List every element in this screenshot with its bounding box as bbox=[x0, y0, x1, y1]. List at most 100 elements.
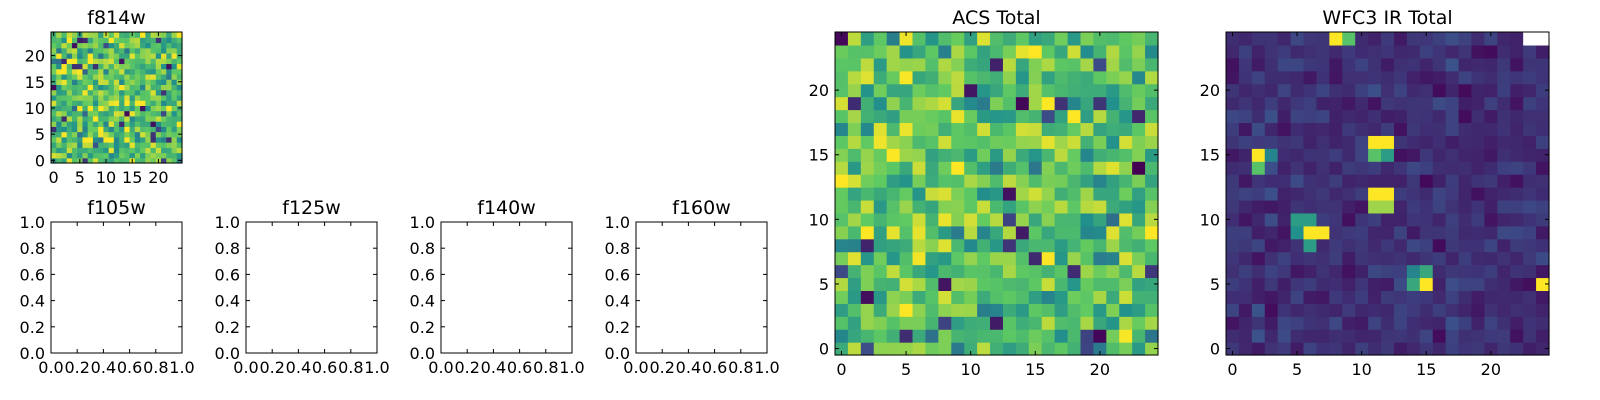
x-tick-label: 0.6 bbox=[507, 358, 532, 377]
heatmap-cell bbox=[1067, 57, 1082, 72]
heatmap-cell bbox=[92, 63, 99, 70]
heatmap-cell bbox=[1497, 199, 1511, 214]
heatmap-cell bbox=[1028, 44, 1043, 59]
heatmap-cell bbox=[1093, 174, 1107, 188]
heatmap-cell bbox=[1145, 264, 1159, 279]
heatmap-cell bbox=[87, 105, 94, 112]
heatmap-cell bbox=[1132, 109, 1146, 124]
heatmap-cell bbox=[171, 152, 178, 159]
heatmap-cell bbox=[873, 187, 888, 201]
heatmap-cell bbox=[1342, 303, 1356, 317]
heatmap-cell bbox=[166, 131, 173, 138]
heatmap-cell bbox=[1054, 277, 1069, 291]
heatmap-cell bbox=[1471, 290, 1485, 304]
heatmap-cell bbox=[176, 73, 183, 80]
heatmap-cell bbox=[98, 42, 104, 49]
y-tick-label: 15 bbox=[1200, 146, 1220, 165]
heatmap-cell bbox=[1264, 290, 1279, 304]
heatmap-cell bbox=[1067, 303, 1082, 317]
heatmap-cell bbox=[847, 199, 862, 214]
heatmap-cell bbox=[1054, 316, 1069, 330]
heatmap-cell bbox=[124, 68, 131, 75]
heatmap-cell bbox=[1015, 109, 1030, 124]
heatmap-cell bbox=[1080, 161, 1094, 175]
heatmap-cell bbox=[977, 329, 991, 343]
heatmap-cell bbox=[1342, 225, 1356, 240]
heatmap-cell bbox=[1067, 96, 1082, 111]
heatmap-cell bbox=[140, 115, 146, 122]
heatmap-cell bbox=[129, 58, 136, 65]
heatmap-cell bbox=[1510, 174, 1524, 188]
heatmap-cell bbox=[1303, 290, 1318, 304]
heatmap-cell bbox=[1290, 122, 1305, 136]
heatmap-cell bbox=[77, 147, 84, 154]
x-tick-label: 0.4 bbox=[676, 358, 701, 377]
heatmap-cell bbox=[899, 212, 914, 227]
heatmap-cell bbox=[886, 135, 901, 149]
heatmap-cell bbox=[1277, 109, 1292, 124]
heatmap-cell bbox=[1342, 187, 1356, 201]
heatmap-cell bbox=[964, 96, 978, 111]
heatmap-cell bbox=[938, 187, 952, 201]
heatmap-cell bbox=[964, 316, 978, 330]
heatmap-cell bbox=[1132, 316, 1146, 330]
heatmap-cell bbox=[1264, 212, 1279, 227]
heatmap-cell bbox=[873, 44, 888, 59]
heatmap-cell bbox=[124, 100, 131, 106]
heatmap-cell bbox=[119, 63, 125, 70]
heatmap-cell bbox=[977, 290, 991, 304]
heatmap-cell bbox=[1419, 225, 1434, 240]
heatmap-cell bbox=[1119, 96, 1133, 111]
heatmap-cell bbox=[108, 100, 115, 106]
heatmap-cell bbox=[899, 290, 914, 304]
heatmap-cell bbox=[1277, 57, 1292, 72]
heatmap-cell bbox=[134, 84, 141, 91]
heatmap-cell bbox=[886, 109, 901, 124]
heatmap-cell bbox=[1355, 303, 1369, 317]
heatmap-cell bbox=[1445, 174, 1460, 188]
heatmap-cell bbox=[1015, 44, 1030, 59]
heatmap-cell bbox=[1226, 32, 1240, 46]
heatmap-cell bbox=[1458, 199, 1473, 214]
heatmap-cell bbox=[860, 44, 875, 59]
heatmap-cell bbox=[860, 316, 875, 330]
heatmap-cell bbox=[925, 251, 939, 266]
y-tick-label: 15 bbox=[809, 146, 829, 165]
heatmap-cell bbox=[176, 147, 183, 154]
heatmap-cell bbox=[990, 187, 1004, 201]
heatmap-cell bbox=[171, 131, 178, 138]
heatmap-cell bbox=[51, 73, 57, 80]
heatmap-cell bbox=[1106, 57, 1120, 72]
heatmap-cell bbox=[886, 122, 901, 136]
heatmap-cell bbox=[1355, 238, 1369, 253]
heatmap-cell bbox=[1028, 109, 1043, 124]
heatmap-cell bbox=[1226, 83, 1240, 98]
heatmap-cell bbox=[56, 152, 63, 159]
heatmap-cell bbox=[1536, 238, 1550, 253]
heatmap-cell bbox=[129, 100, 136, 106]
heatmap-cell bbox=[66, 73, 73, 80]
heatmap-cell bbox=[166, 115, 173, 122]
heatmap-cell bbox=[56, 147, 63, 154]
heatmap-cell bbox=[145, 32, 152, 38]
heatmap-cell bbox=[1471, 57, 1485, 72]
heatmap-cell bbox=[951, 316, 965, 330]
heatmap-cell bbox=[98, 47, 104, 54]
heatmap-cell bbox=[71, 126, 78, 133]
heatmap-cell bbox=[977, 264, 991, 279]
heatmap-cell bbox=[103, 73, 110, 80]
heatmap-cell bbox=[886, 161, 901, 175]
heatmap-cell bbox=[1028, 148, 1043, 162]
heatmap-cell bbox=[77, 152, 84, 159]
heatmap-cell bbox=[166, 94, 173, 101]
heatmap-cell bbox=[1264, 174, 1279, 188]
heatmap-cell bbox=[1510, 329, 1524, 343]
heatmap-cell bbox=[134, 147, 141, 154]
heatmap-cell bbox=[1106, 264, 1120, 279]
heatmap-cell bbox=[1445, 96, 1460, 111]
heatmap-cell bbox=[113, 79, 120, 85]
heatmap-cell bbox=[1432, 251, 1447, 266]
heatmap-cell bbox=[161, 126, 167, 133]
heatmap-cell bbox=[873, 290, 888, 304]
x-tick-label: 0.8 bbox=[533, 358, 558, 377]
